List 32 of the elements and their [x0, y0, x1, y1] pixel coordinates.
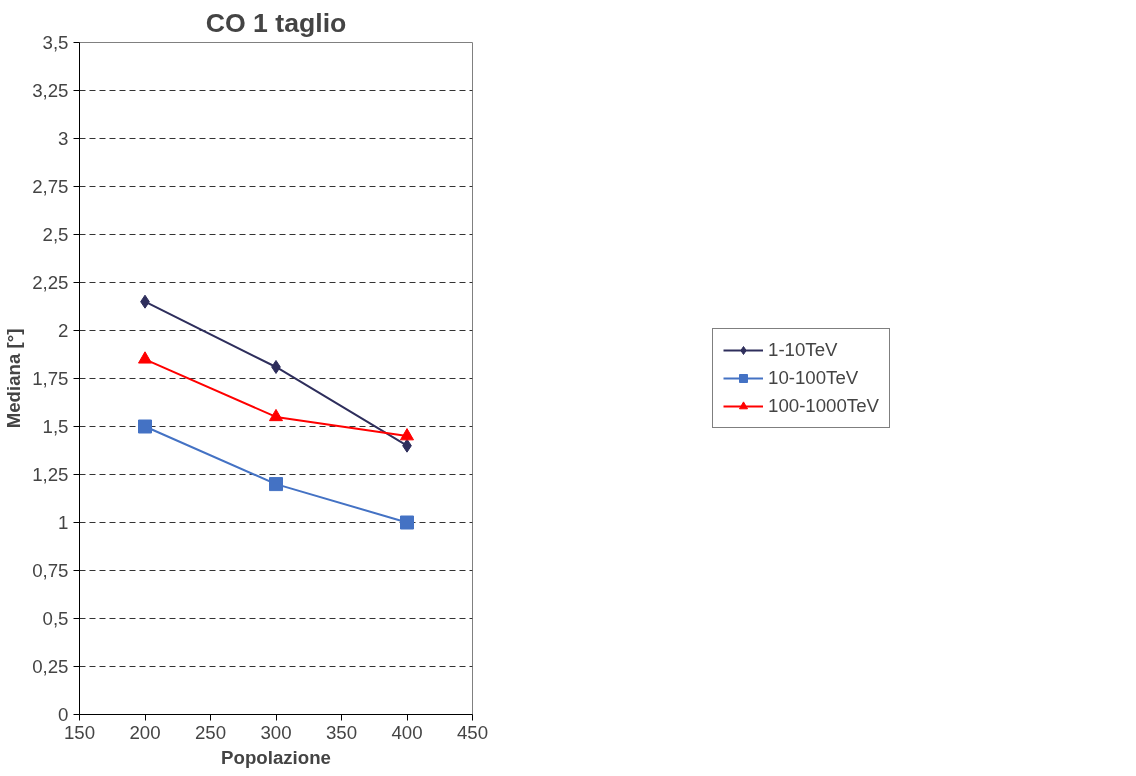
y-tick-label: 2,25 — [32, 272, 69, 293]
point — [269, 408, 283, 422]
point — [269, 477, 283, 492]
y-tick-label: 1,75 — [32, 368, 69, 389]
point — [138, 351, 152, 364]
x-tick-label: 200 — [129, 721, 161, 743]
legend-label: 1-10TeV — [768, 339, 838, 361]
y-tick-label: 0,5 — [42, 608, 69, 629]
x-axis-title: Popolazione — [221, 746, 331, 768]
legend-label: 100-1000TeV — [768, 395, 879, 417]
point — [400, 515, 414, 530]
y-tick-label: 2,75 — [32, 176, 69, 197]
y-tick-label: 2,5 — [42, 224, 69, 245]
y-tick-label: 1 — [58, 512, 69, 533]
x-tick-label: 400 — [391, 721, 423, 743]
chart-title: CO 1 taglio — [205, 7, 347, 38]
x-tick-label: 450 — [456, 721, 489, 743]
y-tick-label: 0,75 — [32, 560, 69, 581]
y-tick-label: 3,5 — [42, 32, 69, 53]
x-tick-label: 300 — [260, 721, 292, 743]
point — [400, 428, 414, 441]
x-tick-label: 350 — [325, 721, 358, 743]
y-tick-label: 3,25 — [32, 80, 69, 101]
point — [138, 419, 152, 434]
y-tick-label: 3 — [58, 128, 69, 149]
y-axis-title: Mediana [°] — [3, 328, 25, 429]
y-tick-label: 0,25 — [32, 656, 69, 677]
y-tick-label: 2 — [58, 320, 69, 341]
y-tick-label: 1,5 — [42, 416, 69, 437]
x-tick-label: 250 — [194, 721, 227, 743]
y-tick-label: 1,25 — [32, 464, 69, 485]
legend-label: 10-100TeV — [768, 367, 859, 389]
